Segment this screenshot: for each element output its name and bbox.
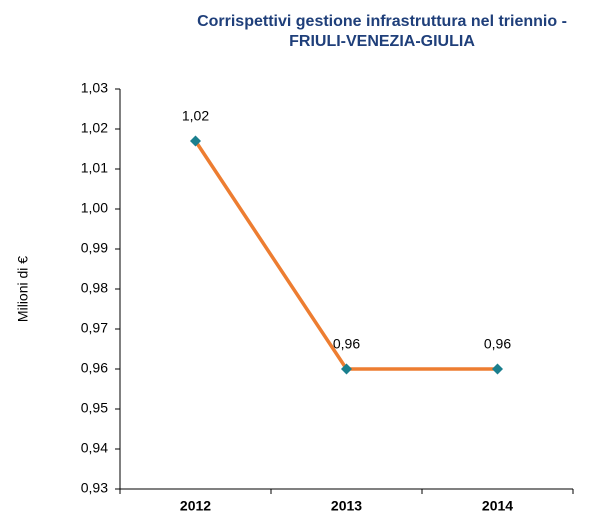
x-tick-label: 2013 [331,498,362,514]
y-tick-label: 0,94 [81,440,108,456]
y-tick-label: 1,03 [81,80,108,96]
y-tick-label: 0,96 [81,360,108,376]
chart-title: Corrispettivi gestione infrastruttura ne… [197,13,567,30]
chart-title: FRIULI-VENEZIA-GIULIA [289,33,475,50]
y-tick-label: 0,97 [81,320,108,336]
y-tick-label: 1,02 [81,120,108,136]
data-point [190,135,201,147]
data-point [492,363,503,375]
y-tick-label: 1,01 [81,160,108,176]
x-tick-label: 2014 [482,498,513,514]
y-tick-label: 0,95 [81,400,108,416]
data-label: 0,96 [333,336,360,352]
y-axis-label: Milioni di € [15,256,31,322]
data-label: 0,96 [484,336,511,352]
y-tick-label: 0,99 [81,240,108,256]
x-tick-label: 2012 [180,498,211,514]
data-label: 1,02 [182,108,209,124]
y-tick-label: 0,98 [81,280,108,296]
y-tick-label: 0,93 [81,480,108,496]
data-point [341,363,352,375]
y-tick-label: 1,00 [81,200,108,216]
